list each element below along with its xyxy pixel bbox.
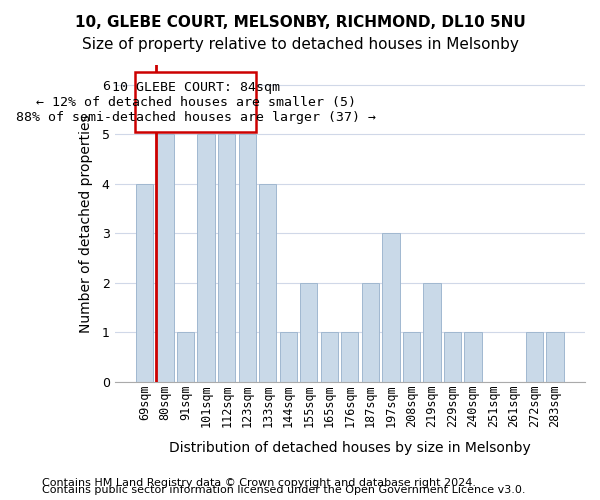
Bar — [403, 332, 420, 382]
Bar — [300, 282, 317, 382]
X-axis label: Distribution of detached houses by size in Melsonby: Distribution of detached houses by size … — [169, 441, 530, 455]
Bar — [218, 134, 235, 382]
Bar — [157, 134, 174, 382]
Text: Contains HM Land Registry data © Crown copyright and database right 2024.: Contains HM Land Registry data © Crown c… — [42, 478, 476, 488]
Bar — [197, 134, 215, 382]
Text: 10, GLEBE COURT, MELSONBY, RICHMOND, DL10 5NU: 10, GLEBE COURT, MELSONBY, RICHMOND, DL1… — [74, 15, 526, 30]
Bar — [464, 332, 482, 382]
Text: 10 GLEBE COURT: 84sqm
← 12% of detached houses are smaller (5)
88% of semi-detac: 10 GLEBE COURT: 84sqm ← 12% of detached … — [16, 80, 376, 124]
Bar — [239, 134, 256, 382]
Bar — [526, 332, 543, 382]
Bar — [280, 332, 297, 382]
Text: Contains public sector information licensed under the Open Government Licence v3: Contains public sector information licen… — [42, 485, 526, 495]
Text: Size of property relative to detached houses in Melsonby: Size of property relative to detached ho… — [82, 38, 518, 52]
Bar — [546, 332, 563, 382]
Bar — [177, 332, 194, 382]
Y-axis label: Number of detached properties: Number of detached properties — [79, 114, 94, 332]
Bar — [362, 282, 379, 382]
Bar — [382, 233, 400, 382]
Bar — [423, 282, 440, 382]
Bar — [259, 184, 277, 382]
Bar — [136, 184, 154, 382]
FancyBboxPatch shape — [136, 72, 256, 132]
Bar — [443, 332, 461, 382]
Bar — [341, 332, 358, 382]
Bar — [320, 332, 338, 382]
